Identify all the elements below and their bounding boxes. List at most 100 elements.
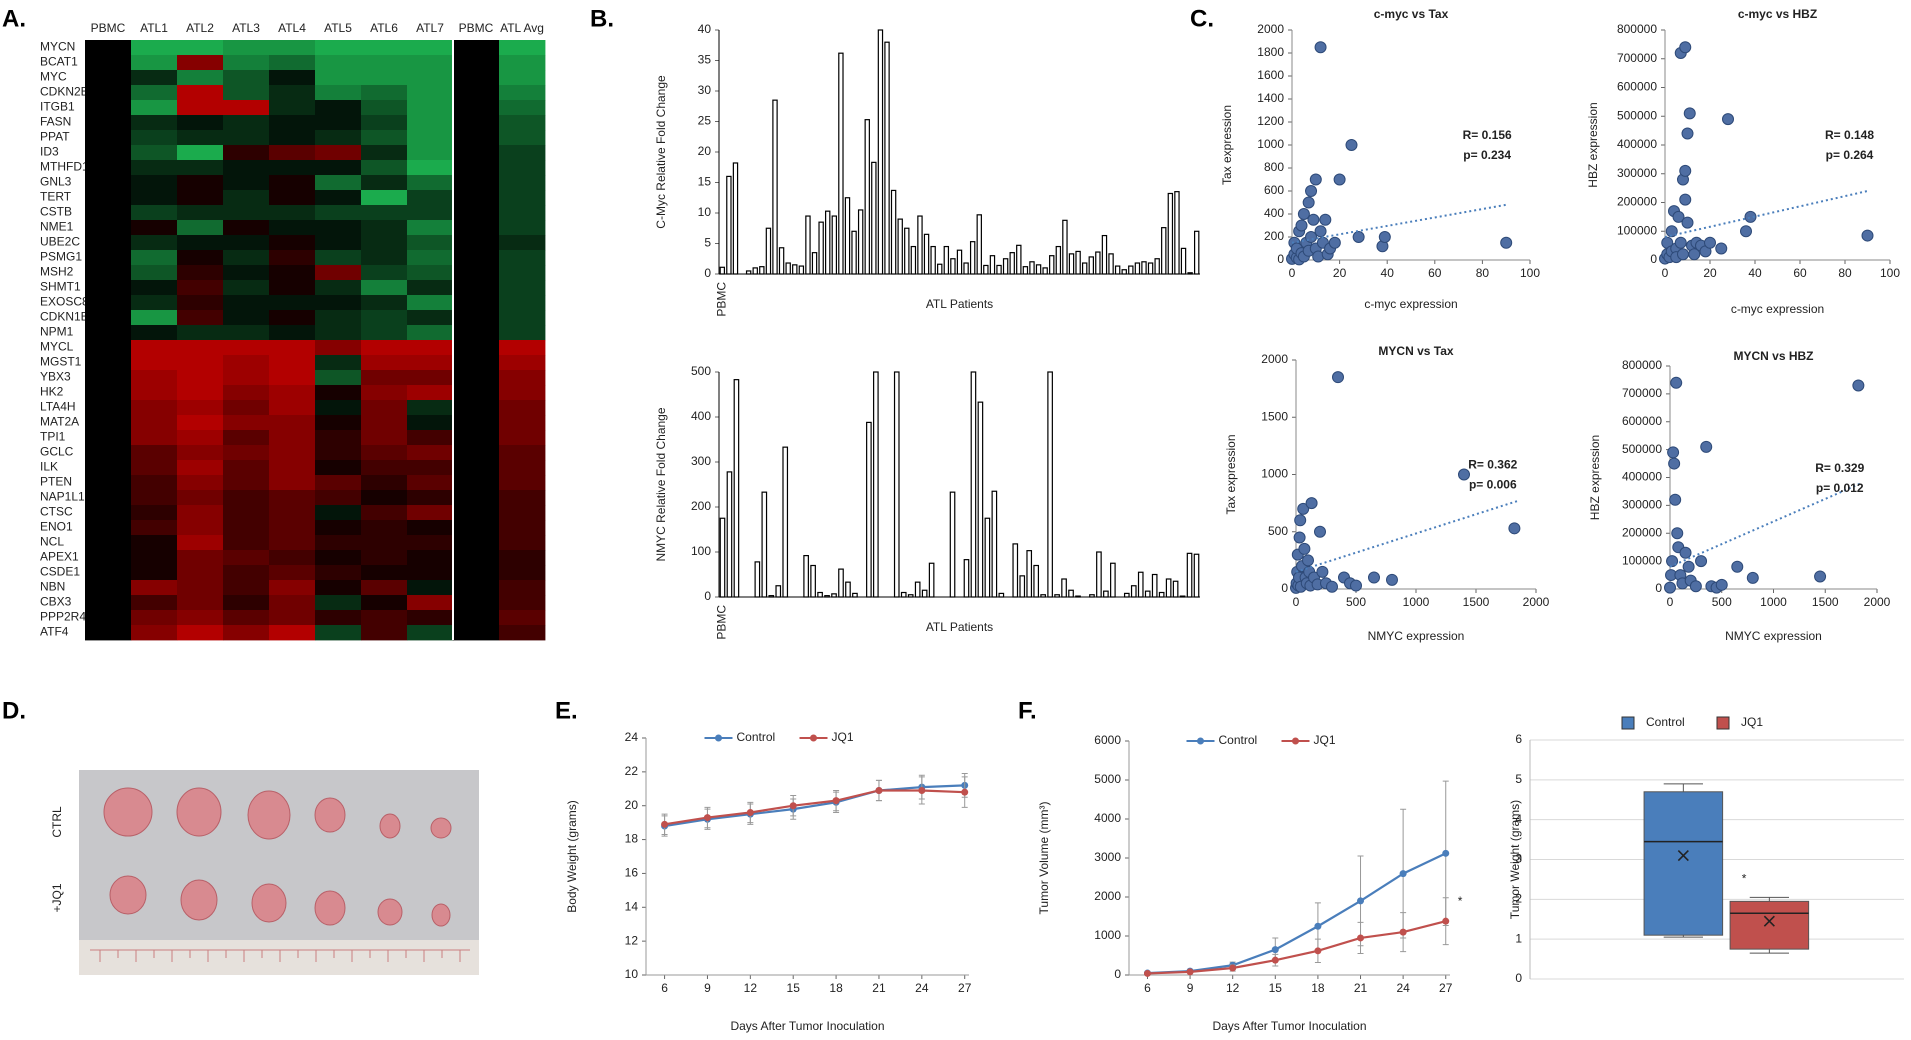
legend-marker xyxy=(1292,737,1299,745)
bar xyxy=(754,561,761,598)
column-label: ATL5 xyxy=(324,21,352,35)
bar xyxy=(910,245,917,275)
point xyxy=(1295,219,1308,232)
bar xyxy=(1101,234,1108,275)
heatmap-cell xyxy=(269,400,316,416)
heatmap-cell xyxy=(315,295,362,311)
heatmap-cell xyxy=(453,550,500,566)
heatmap-cell xyxy=(223,460,270,476)
heatmap-cell xyxy=(361,625,408,641)
heatmap-cell xyxy=(315,190,362,206)
y-tick-label: 14 xyxy=(625,899,639,913)
trendline xyxy=(1295,499,1519,573)
heatmap-cell xyxy=(177,535,224,551)
heatmap-cell xyxy=(499,70,546,86)
heatmap-cell xyxy=(361,235,408,251)
heatmap-cell xyxy=(315,130,362,146)
heatmap-cell xyxy=(85,310,132,326)
y-tick-label: 0 xyxy=(704,589,711,603)
heatmap-cell xyxy=(177,205,224,221)
point xyxy=(918,786,926,794)
heatmap-cell xyxy=(361,595,408,611)
column-label: PBMC xyxy=(91,21,126,35)
heatmap-cell xyxy=(407,160,454,176)
heatmap-cell xyxy=(361,295,408,311)
y-tick-label: 0 xyxy=(1114,967,1121,981)
heatmap-cell xyxy=(269,85,316,101)
heatmap-cell xyxy=(453,445,500,461)
heatmap-cell xyxy=(407,430,454,446)
heatmap-cell xyxy=(315,520,362,536)
heatmap-cell xyxy=(131,595,178,611)
heatmap-cell xyxy=(269,520,316,536)
heatmap-cell xyxy=(223,430,270,446)
heatmap-cell xyxy=(223,280,270,296)
heatmap-cell xyxy=(315,325,362,341)
heatmap-cell xyxy=(315,55,362,71)
bar xyxy=(1141,261,1147,275)
heatmap-cell xyxy=(453,340,500,356)
x-tick-label: 9 xyxy=(704,981,711,995)
y-tick-label: 15 xyxy=(698,175,712,189)
heatmap-cell xyxy=(131,295,178,311)
heatmap-cell xyxy=(361,115,408,131)
heatmap-cell xyxy=(223,250,270,266)
row-label: NAP1L1 xyxy=(40,490,85,504)
heatmap-cell xyxy=(223,340,270,356)
heatmap-cell xyxy=(361,175,408,191)
heatmap-cell xyxy=(499,370,546,386)
bar xyxy=(904,227,910,275)
heatmap-cell xyxy=(315,565,362,581)
bar xyxy=(838,568,844,598)
heatmap-cell xyxy=(223,100,270,116)
box xyxy=(1729,900,1810,950)
bar xyxy=(1128,265,1134,275)
heatmap-cell xyxy=(177,415,224,431)
x-tick-label: 60 xyxy=(1428,266,1442,280)
bar xyxy=(817,591,823,598)
bar xyxy=(844,197,851,275)
heatmap-cell xyxy=(269,55,316,71)
heatmap-cell xyxy=(407,535,454,551)
heatmap-cell xyxy=(407,175,454,191)
heatmap-cell xyxy=(177,145,224,161)
row-label: NCL xyxy=(40,535,64,549)
y-tick-label: 1400 xyxy=(1257,91,1284,105)
point xyxy=(1294,514,1307,527)
heatmap-cell xyxy=(177,100,224,116)
heatmap-cell xyxy=(177,325,224,341)
bar xyxy=(893,371,900,598)
y-tick-label: 400000 xyxy=(1622,470,1662,484)
heatmap-cell xyxy=(85,460,132,476)
heatmap-cell xyxy=(453,205,500,221)
bar xyxy=(1180,247,1187,275)
heatmap-cell xyxy=(499,55,546,71)
row-label: MTHFD1 xyxy=(40,160,89,174)
heatmap-cell xyxy=(499,505,546,521)
bar xyxy=(1114,265,1121,275)
heatmap-cell xyxy=(453,430,500,446)
y-tick-label: 3000 xyxy=(1094,850,1121,864)
heatmap-cell xyxy=(269,445,316,461)
heatmap-cell xyxy=(269,625,316,641)
heatmap-cell xyxy=(407,130,454,146)
heatmap-cell xyxy=(85,340,132,356)
bar xyxy=(871,161,877,275)
x-axis-label: Days After Tumor Inoculation xyxy=(730,1019,884,1033)
legend-label: JQ1 xyxy=(832,730,854,744)
heatmap-cell xyxy=(85,190,132,206)
y-tick-label: 800000 xyxy=(1622,358,1662,372)
bar xyxy=(818,221,824,275)
point xyxy=(1319,213,1332,226)
heatmap-cell xyxy=(223,265,270,281)
annotation: R= 0.362 xyxy=(1468,458,1517,472)
x-tick-label: 0 xyxy=(1662,266,1669,280)
heatmap-cell xyxy=(499,595,546,611)
x-tick-label: 21 xyxy=(1354,981,1368,995)
point xyxy=(1399,870,1407,878)
y-tick-label: 200 xyxy=(1264,229,1284,243)
heatmap-cell xyxy=(177,340,224,356)
bar xyxy=(866,421,872,598)
point xyxy=(1689,580,1702,593)
heatmap-cell xyxy=(407,115,454,131)
